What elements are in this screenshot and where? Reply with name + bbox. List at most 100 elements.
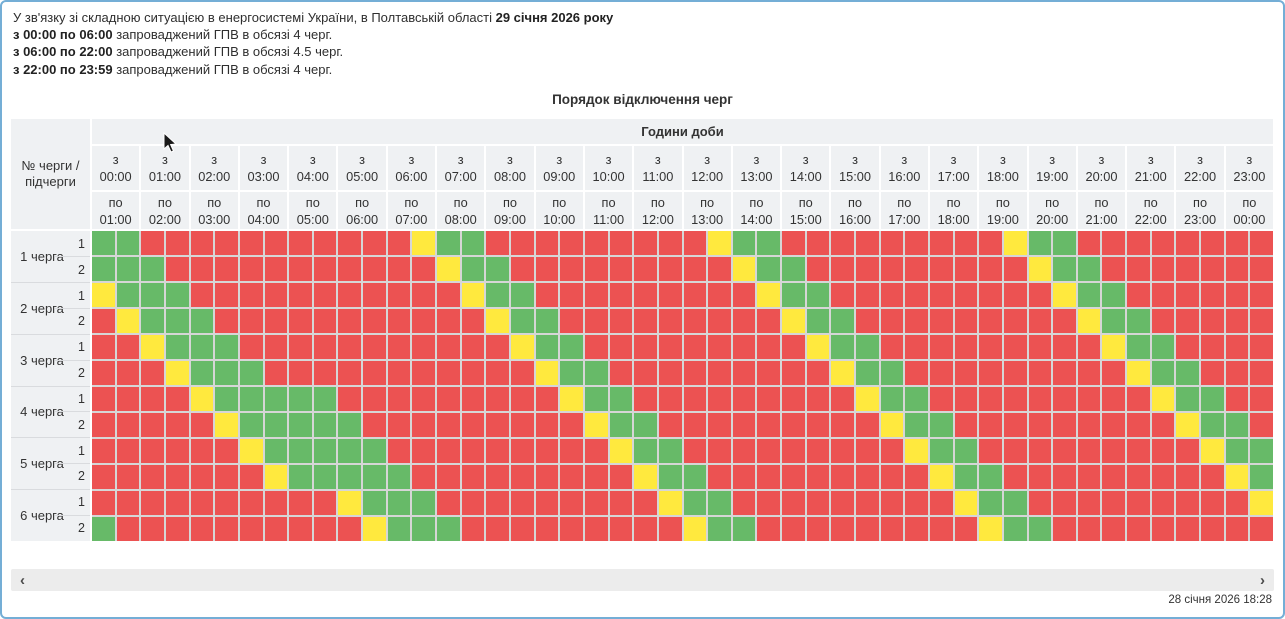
grid-cell-q1-2-t18	[535, 257, 559, 281]
grid-cell-q3-2-t22	[634, 361, 657, 385]
grid-cell-q5-2-t46	[1225, 465, 1249, 489]
grid-cell-q4-2-t46	[1225, 413, 1249, 437]
grid-cell-q1-2-t45	[1201, 257, 1224, 281]
subqueue-label-1-1: 1	[78, 236, 85, 251]
grid-cell-q2-2-t25	[708, 309, 731, 333]
grid-cell-q5-2-t34	[929, 465, 953, 489]
grid-cell-q2-1-t29	[806, 283, 830, 307]
grid-cell-q4-1-t6	[239, 387, 263, 411]
grid-cell-q2-2-t46	[1225, 309, 1249, 333]
grid-cell-q6-2-t16	[486, 517, 509, 541]
subqueue-label-5-2: 2	[78, 469, 85, 484]
mouse-cursor-icon	[163, 132, 178, 153]
grid-cell-q2-1-t18	[535, 283, 559, 307]
hour-header-from-07:00: з 07:00	[437, 146, 485, 190]
grid-cell-q3-2-t25	[708, 361, 731, 385]
grid-cell-q1-2-t41	[1102, 257, 1126, 281]
grid-cell-q4-2-t42	[1127, 413, 1150, 437]
grid-cell-q1-1-t25	[708, 231, 731, 255]
intro-line-3: з 06:00 по 22:00 запроваджений ГПВ в обс…	[13, 44, 344, 60]
grid-cell-q1-1-t36	[979, 231, 1002, 255]
grid-cell-q1-2-t23	[658, 257, 682, 281]
grid-cell-q3-1-t34	[929, 335, 953, 359]
hour-header-to-01:00: по 01:00	[92, 192, 140, 229]
grid-cell-q5-1-t40	[1077, 439, 1101, 463]
grid-cell-q1-1-t5	[215, 231, 238, 255]
grid-cell-q1-1-t31	[856, 231, 879, 255]
grid-cell-q3-2-t14	[437, 361, 460, 385]
grid-cell-q5-2-t45	[1201, 465, 1224, 489]
intro-text-block: У зв'язку зі складною ситуацією в енерго…	[13, 9, 613, 78]
grid-cell-q6-1-t47	[1250, 491, 1273, 515]
grid-cell-q4-2-t32	[880, 413, 904, 437]
scroll-left-icon[interactable]: ‹	[20, 571, 25, 589]
grid-cell-q2-2-t20	[584, 309, 608, 333]
subqueue-label-2-2: 2	[78, 314, 85, 329]
grid-cell-q6-2-t11	[363, 517, 386, 541]
grid-cell-q6-2-t44	[1176, 517, 1200, 541]
grid-cell-q5-1-t24	[683, 439, 707, 463]
outage-table: № черги / підчерги Години доби з 00:00 з 01…	[11, 119, 1274, 544]
hour-header-from-12:00: з 12:00	[683, 146, 731, 190]
grid-cell-q5-1-t45	[1201, 439, 1224, 463]
grid-cell-q5-2-t47	[1250, 465, 1273, 489]
grid-cell-q2-1-t5	[215, 283, 238, 307]
grid-cell-q5-2-t19	[560, 465, 583, 489]
grid-cell-q4-2-t45	[1201, 413, 1224, 437]
grid-cell-q1-2-t19	[560, 257, 583, 281]
grid-cell-q5-2-t32	[880, 465, 904, 489]
grid-cell-q4-2-t40	[1077, 413, 1101, 437]
grid-cell-q4-1-t28	[782, 387, 805, 411]
grid-cell-q6-2-t17	[510, 517, 534, 541]
grid-cell-q2-1-t20	[584, 283, 608, 307]
grid-cell-q1-2-t32	[880, 257, 904, 281]
grid-cell-q1-1-t40	[1077, 231, 1101, 255]
grid-cell-q6-1-t29	[806, 491, 830, 515]
grid-cell-q2-2-t41	[1102, 309, 1126, 333]
grid-cell-q5-2-t20	[584, 465, 608, 489]
grid-cell-q6-2-t2	[141, 517, 164, 541]
grid-cell-q5-1-t28	[782, 439, 805, 463]
grid-cell-q5-2-t3	[165, 465, 189, 489]
grid-cell-q1-2-t13	[412, 257, 436, 281]
grid-cell-q3-2-t16	[486, 361, 509, 385]
grid-cell-q6-1-t21	[609, 491, 633, 515]
grid-cell-q2-1-t46	[1225, 283, 1249, 307]
hour-header-from-08:00: з 08:00	[486, 146, 534, 190]
scroll-right-icon[interactable]: ›	[1260, 571, 1265, 589]
hour-header-to-19:00: по 19:00	[979, 192, 1027, 229]
grid-cell-q6-2-t38	[1028, 517, 1052, 541]
grid-cell-q5-1-t6	[239, 439, 263, 463]
grid-cell-q2-1-t24	[683, 283, 707, 307]
grid-cell-q3-1-t4	[190, 335, 214, 359]
grid-cell-q5-1-t11	[363, 439, 386, 463]
grid-cell-q1-2-t42	[1127, 257, 1150, 281]
horizontal-scrollbar[interactable]: ‹ ›	[11, 569, 1274, 591]
grid-cell-q4-1-t22	[634, 387, 657, 411]
grid-cell-q1-2-t15	[461, 257, 485, 281]
grid-cell-q1-1-t1	[116, 231, 140, 255]
grid-cell-q6-2-t43	[1151, 517, 1175, 541]
grid-cell-q5-1-t41	[1102, 439, 1126, 463]
grid-cell-q6-2-t34	[929, 517, 953, 541]
grid-cell-q2-2-t17	[510, 309, 534, 333]
grid-cell-q2-2-t32	[880, 309, 904, 333]
grid-cell-q4-1-t42	[1127, 387, 1150, 411]
last-updated-timestamp: 28 січня 2026 18:28	[1168, 594, 1272, 606]
grid-cell-q4-2-t43	[1151, 413, 1175, 437]
grid-cell-q5-1-t38	[1028, 439, 1052, 463]
grid-cell-q1-1-t7	[264, 231, 288, 255]
hour-header-to-21:00: по 21:00	[1077, 192, 1126, 229]
grid-cell-q5-2-t25	[708, 465, 731, 489]
grid-cell-q4-1-t1	[116, 387, 140, 411]
grid-cell-q5-1-t39	[1053, 439, 1076, 463]
grid-cell-q6-1-t17	[510, 491, 534, 515]
grid-cell-q2-1-t2	[141, 283, 164, 307]
grid-cell-q2-2-t45	[1201, 309, 1224, 333]
grid-cell-q6-1-t18	[535, 491, 559, 515]
grid-cell-q1-2-t38	[1028, 257, 1052, 281]
grid-cell-q1-1-t16	[486, 231, 509, 255]
grid-cell-q5-1-t5	[215, 439, 238, 463]
grid-cell-q5-2-t27	[757, 465, 781, 489]
